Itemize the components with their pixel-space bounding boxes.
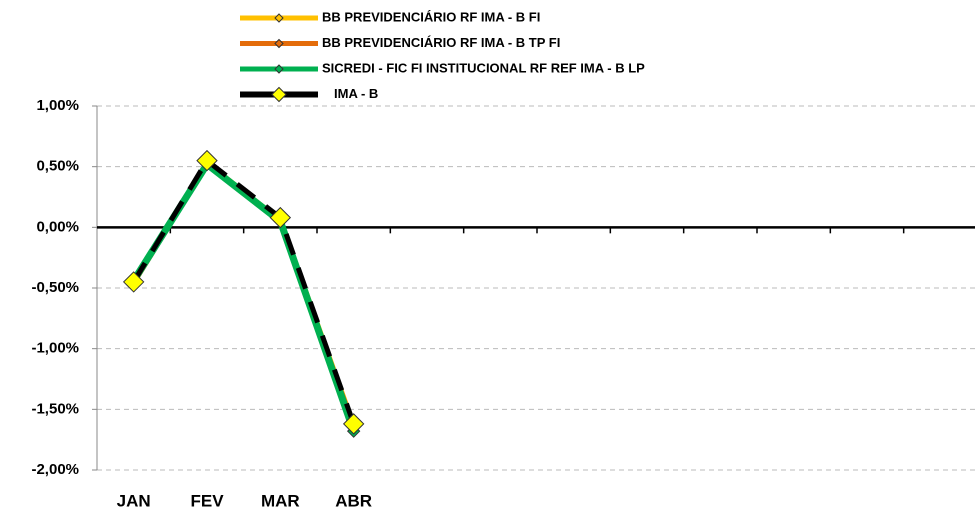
y-tick-label: -1,50%: [31, 400, 79, 417]
series-line: [131, 160, 357, 426]
y-tick-label: 0,00%: [36, 218, 79, 235]
legend-marker: [271, 86, 287, 103]
marker: [342, 413, 365, 435]
x-tick-label: FEV: [190, 491, 224, 510]
x-tick-label: MAR: [261, 491, 300, 510]
x-tick-label: JAN: [117, 491, 151, 510]
marker: [196, 149, 218, 172]
legend-marker: [274, 64, 284, 74]
legend-label: SICREDI - FIC FI INSTITUCIONAL RF REF IM…: [322, 60, 645, 75]
legend-label: BB PREVIDENCIÁRIO RF IMA - B TP FI: [322, 35, 560, 50]
series-line: [130, 160, 357, 433]
legend-label: IMA - B: [334, 86, 378, 101]
series-line: [131, 158, 357, 425]
legend-label: BB PREVIDENCIÁRIO RF IMA - B FI: [322, 9, 540, 24]
legend-marker: [274, 38, 284, 49]
marker: [122, 271, 145, 293]
y-tick-label: -0,50%: [31, 279, 79, 296]
x-tick-label: ABR: [335, 491, 372, 510]
marker: [269, 206, 292, 229]
y-tick-label: 0,50%: [36, 158, 79, 175]
y-tick-label: -2,00%: [31, 461, 79, 478]
y-tick-label: 1,00%: [36, 97, 79, 114]
y-tick-label: -1,00%: [31, 340, 79, 357]
legend-marker: [274, 13, 284, 23]
series-line: [131, 161, 357, 428]
